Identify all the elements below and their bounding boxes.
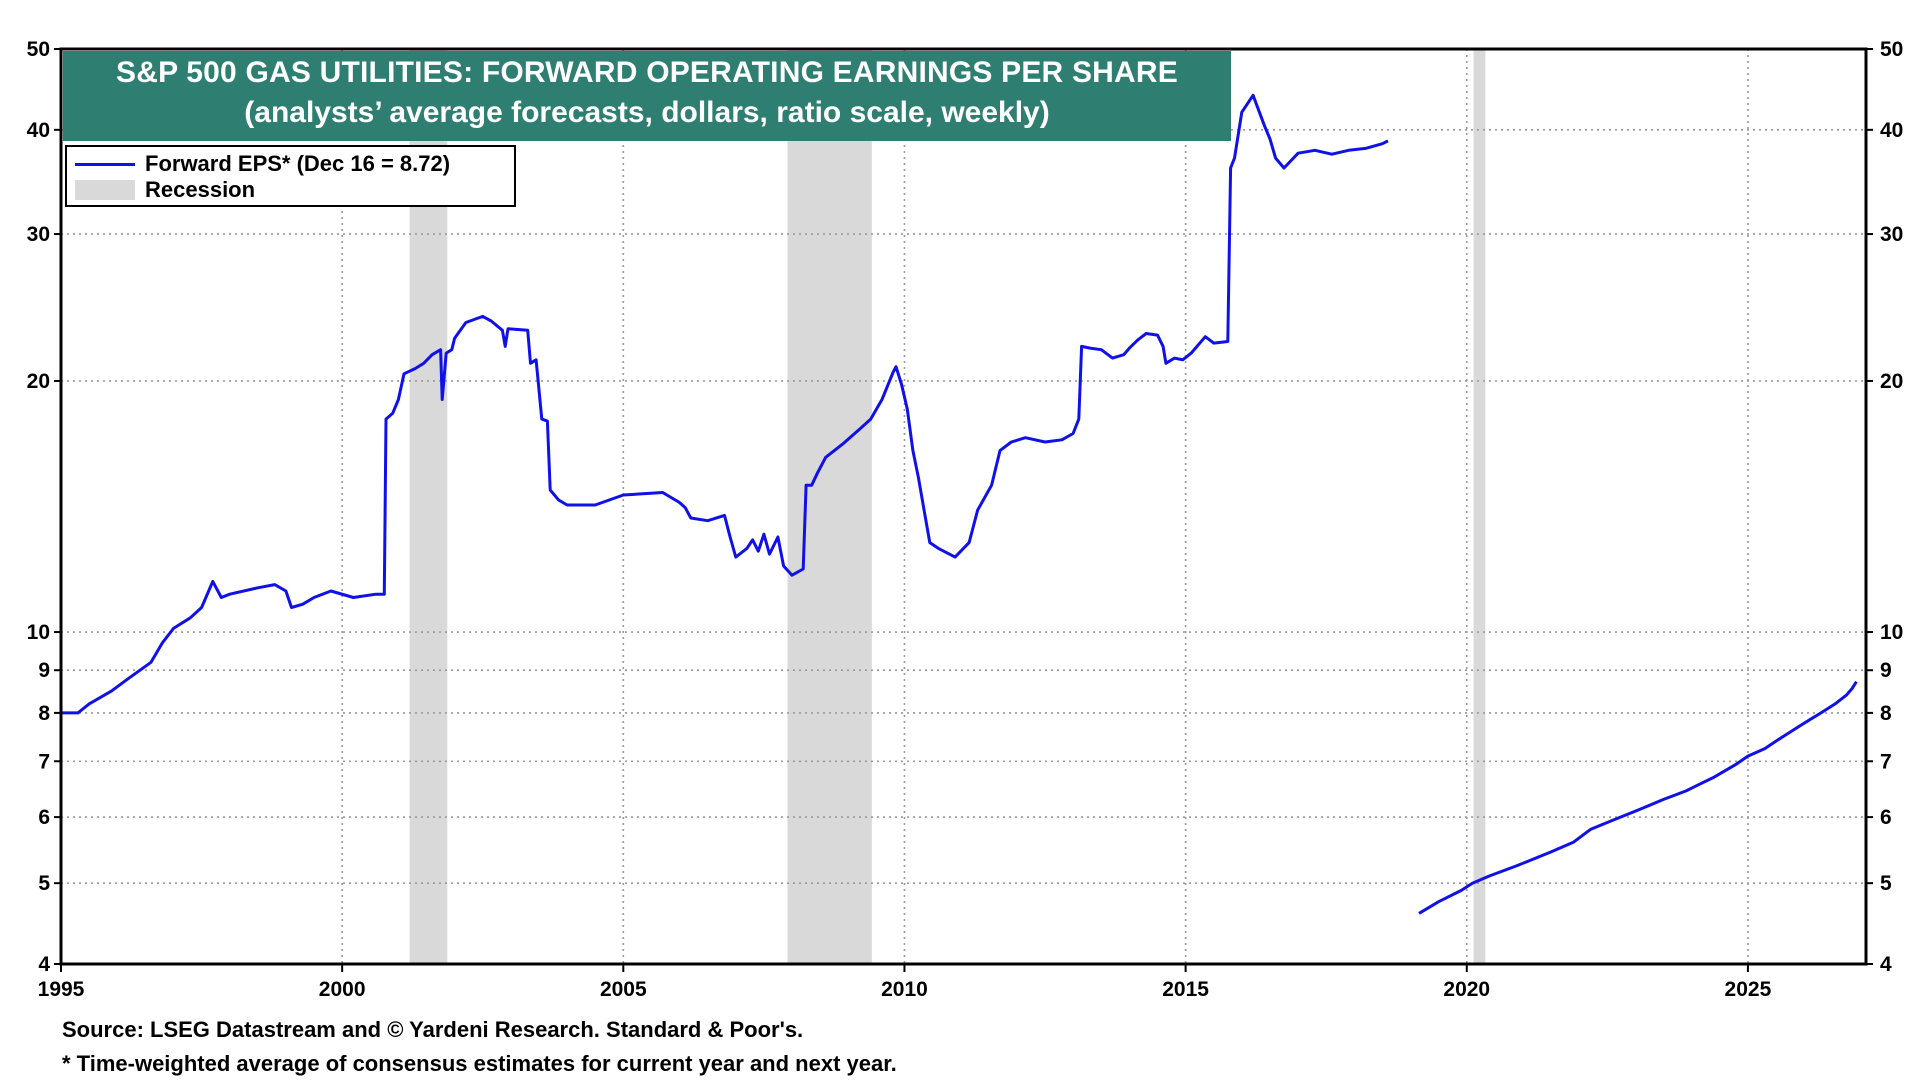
y-tick-label-right-4: 4 xyxy=(1880,953,1892,976)
y-tick-label-left-6: 6 xyxy=(38,806,50,829)
source-footnote: Source: LSEG Datastream and © Yardeni Re… xyxy=(62,1017,804,1042)
recession-band-2 xyxy=(1473,49,1486,964)
legend-line-swatch xyxy=(75,162,135,166)
y-tick-label-left-9: 9 xyxy=(38,659,50,682)
x-tick-label-2020: 2020 xyxy=(1443,978,1490,1001)
x-tick-label-2025: 2025 xyxy=(1725,978,1772,1001)
y-tick-label-left-20: 20 xyxy=(27,370,50,393)
x-tick-label-2000: 2000 xyxy=(319,978,366,1001)
series-line-forward-eps-segment-0 xyxy=(61,93,1389,715)
y-tick-label-left-50: 50 xyxy=(27,38,50,61)
x-tick-label-2005: 2005 xyxy=(600,978,647,1001)
y-tick-label-right-10: 10 xyxy=(1880,621,1903,644)
series-layer xyxy=(61,93,1858,915)
legend-recession-swatch xyxy=(75,180,135,200)
legend-label-recession: Recession xyxy=(145,177,256,202)
chart-title: S&P 500 GAS UTILITIES: FORWARD OPERATING… xyxy=(116,56,1178,89)
plot-frame xyxy=(59,47,1868,966)
legend-label-forward-eps: Forward EPS* (Dec 16 = 8.72) xyxy=(145,151,451,176)
y-tick-label-left-4: 4 xyxy=(38,953,50,976)
chart-title-box: S&P 500 GAS UTILITIES: FORWARD OPERATING… xyxy=(63,51,1231,141)
y-tick-label-left-10: 10 xyxy=(27,621,50,644)
legend-entry-recession: Recession xyxy=(75,177,256,202)
x-tick-label-2015: 2015 xyxy=(1162,978,1209,1001)
x-tick-label-2010: 2010 xyxy=(881,978,928,1001)
y-tick-label-right-40: 40 xyxy=(1880,119,1903,142)
y-tick-label-right-6: 6 xyxy=(1880,806,1892,829)
y-tick-label-left-8: 8 xyxy=(38,702,50,725)
y-tick-label-right-7: 7 xyxy=(1880,750,1892,773)
legend: Forward EPS* (Dec 16 = 8.72) Recession xyxy=(65,145,516,207)
chart-subtitle: (analysts’ average forecasts, dollars, r… xyxy=(244,96,1050,129)
x-tick-label-1995: 1995 xyxy=(38,978,85,1001)
y-tick-label-right-30: 30 xyxy=(1880,223,1903,246)
y-tick-label-right-5: 5 xyxy=(1880,872,1892,895)
y-tick-label-left-5: 5 xyxy=(38,872,50,895)
y-tick-label-left-40: 40 xyxy=(27,119,50,142)
y-tick-label-right-8: 8 xyxy=(1880,702,1892,725)
asterisk-footnote: * Time-weighted average of consensus est… xyxy=(62,1051,897,1076)
y-tick-label-right-20: 20 xyxy=(1880,370,1903,393)
y-tick-label-left-30: 30 xyxy=(27,223,50,246)
y-tick-label-left-7: 7 xyxy=(38,750,50,773)
y-tick-label-right-9: 9 xyxy=(1880,659,1892,682)
series-line-forward-eps-segment-1 xyxy=(1418,680,1858,915)
y-tick-label-right-50: 50 xyxy=(1880,38,1903,61)
legend-entry-forward-eps: Forward EPS* (Dec 16 = 8.72) xyxy=(75,151,451,176)
recession-band-1 xyxy=(787,49,872,964)
